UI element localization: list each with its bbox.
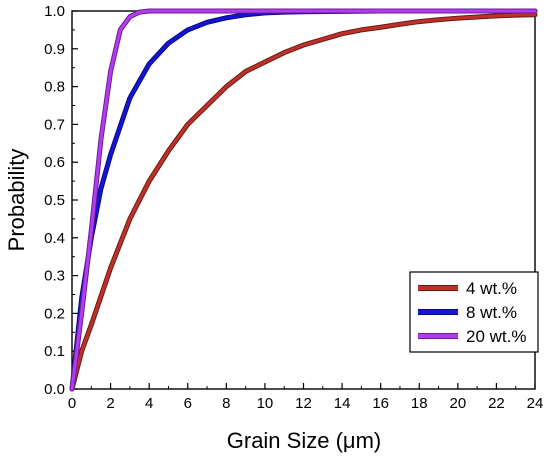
y-tick-label: 0.7 xyxy=(44,116,65,133)
series-group xyxy=(69,8,538,392)
legend: 4 wt.% 8 wt.% 20 wt.% xyxy=(409,271,539,353)
legend-label: 20 wt.% xyxy=(466,327,526,346)
legend-entry: 4 wt.% xyxy=(418,279,517,298)
y-tick-label: 0.4 xyxy=(44,230,65,247)
y-tick-label: 1.0 xyxy=(44,3,65,20)
x-tick-label: 24 xyxy=(527,395,544,412)
y-tick-label: 0.3 xyxy=(44,268,65,285)
x-axis-title: Grain Size (μm) xyxy=(227,428,381,453)
series-line xyxy=(70,9,537,391)
x-tick-label: 18 xyxy=(411,395,428,412)
y-tick-label: 0.0 xyxy=(44,381,65,398)
legend-label: 8 wt.% xyxy=(466,303,517,322)
legend-entry: 20 wt.% xyxy=(418,327,526,346)
x-tick-label: 4 xyxy=(145,395,153,412)
y-tick-label: 0.1 xyxy=(44,343,65,360)
x-tick-label: 0 xyxy=(68,395,76,412)
x-tick-label: 8 xyxy=(222,395,230,412)
y-axis-title: Probability xyxy=(4,149,29,252)
legend-entry: 8 wt.% xyxy=(418,303,517,322)
x-tick-label: 14 xyxy=(334,395,351,412)
x-tick-label: 12 xyxy=(295,395,312,412)
axis-ticks-group: 0 2 4 6 8 10 12 14 16 18 20 22 240.00.10.20.30.40.50… xyxy=(44,3,543,412)
y-tick-label: 0.8 xyxy=(44,79,65,96)
x-tick-label: 22 xyxy=(488,395,505,412)
y-tick-label: 0.9 xyxy=(44,41,65,58)
x-tick-label: 20 xyxy=(449,395,466,412)
series-1 xyxy=(69,12,538,392)
y-tick-label: 0.6 xyxy=(44,154,65,171)
x-tick-label: 6 xyxy=(184,395,192,412)
series-3 xyxy=(69,8,538,392)
series-line xyxy=(70,13,537,391)
x-tick-label: 10 xyxy=(257,395,274,412)
x-tick-label: 16 xyxy=(372,395,389,412)
y-tick-label: 0.2 xyxy=(44,305,65,322)
x-tick-label: 2 xyxy=(106,395,114,412)
y-tick-label: 0.5 xyxy=(44,192,65,209)
legend-label: 4 wt.% xyxy=(466,279,517,298)
